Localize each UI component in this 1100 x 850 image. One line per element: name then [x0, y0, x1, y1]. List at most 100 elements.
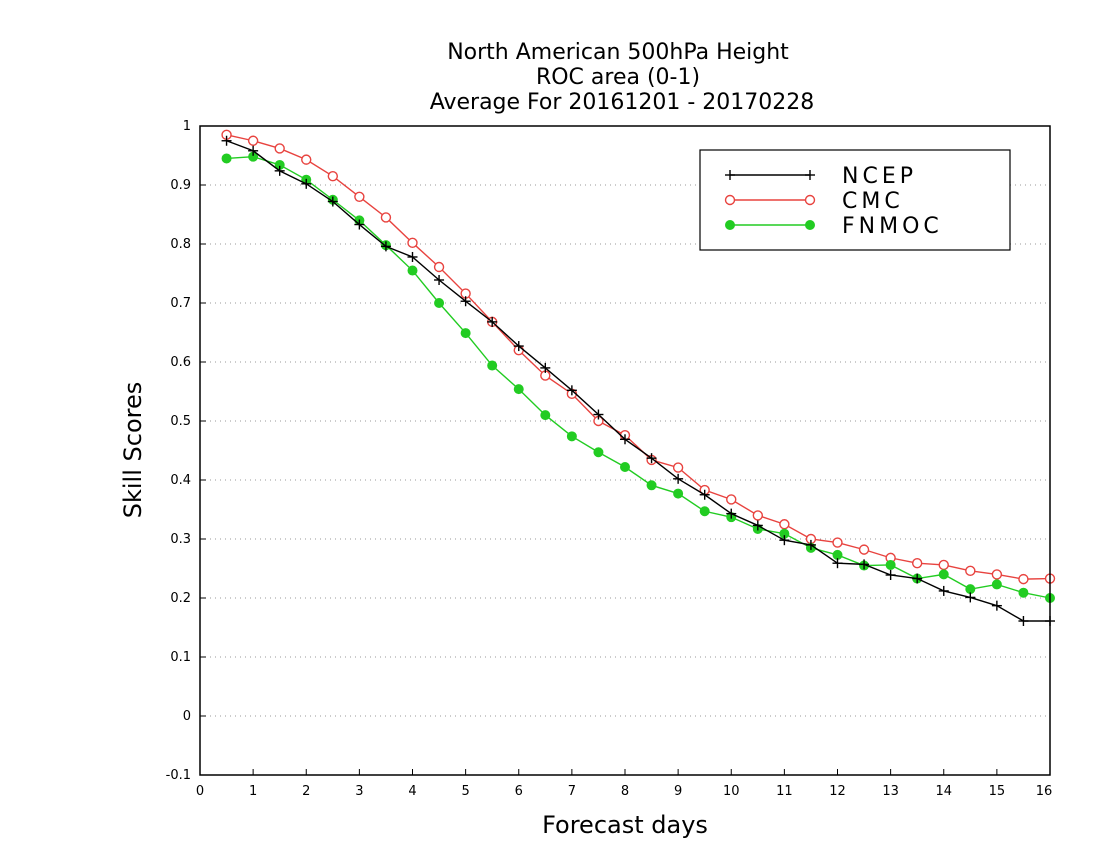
series-layer: [221, 129, 1056, 627]
data-point-cmc: [779, 519, 790, 530]
y-tick-label: 0.4: [170, 473, 191, 488]
y-axis-label: Skill Scores: [119, 382, 147, 519]
data-point-cmc: [433, 261, 445, 273]
data-point-fnmoc: [487, 360, 498, 371]
legend-marker-ncep: [805, 170, 815, 180]
data-point-fnmoc: [407, 265, 418, 276]
data-point-ncep: [407, 251, 418, 262]
data-point-fnmoc: [1018, 587, 1029, 598]
data-point-ncep: [593, 409, 604, 420]
data-point-ncep: [460, 296, 471, 307]
y-tick-label: 0.7: [170, 296, 191, 311]
x-tick-label: 4: [408, 784, 416, 799]
y-tick-label: 0.3: [170, 532, 191, 547]
data-point-ncep: [752, 520, 763, 531]
series-cmc: [221, 129, 1056, 585]
legend-marker-cmc: [724, 194, 736, 206]
data-point-ncep: [513, 341, 524, 352]
x-tick-label: 16: [1036, 784, 1053, 799]
data-point-fnmoc: [540, 410, 551, 421]
data-point-ncep: [620, 434, 630, 445]
data-point-ncep: [301, 178, 312, 189]
data-point-ncep: [540, 362, 551, 373]
data-point-ncep: [779, 535, 790, 546]
x-tick-label: 13: [882, 784, 899, 799]
data-point-ncep: [938, 585, 949, 596]
data-point-cmc: [832, 537, 843, 548]
legend-label-ncep: NCEP: [842, 164, 917, 189]
x-tick-label: 2: [302, 784, 310, 799]
x-tick-label: 11: [776, 784, 793, 799]
data-point-ncep: [221, 135, 232, 146]
legend-item-fnmoc: FNMOC: [725, 214, 943, 239]
y-tick-label: 0: [183, 709, 191, 724]
data-point-ncep: [487, 316, 498, 327]
data-point-cmc: [327, 170, 339, 182]
plot-area-frame: [199, 125, 1051, 776]
legend-label-fnmoc: FNMOC: [842, 214, 943, 239]
data-point-ncep: [805, 539, 816, 550]
chart-title-line-2: ROC area (0-1): [536, 65, 700, 90]
data-point-cmc: [274, 143, 285, 154]
y-tick-label: 0.6: [170, 355, 191, 370]
y-tick-label: 0.1: [170, 650, 191, 665]
data-point-fnmoc: [885, 559, 896, 570]
x-tick-label: 9: [674, 784, 682, 799]
data-point-fnmoc: [620, 462, 630, 473]
data-point-ncep: [699, 489, 710, 500]
data-point-cmc: [354, 191, 365, 203]
data-point-ncep: [885, 569, 896, 580]
data-point-fnmoc: [832, 549, 843, 560]
legend-marker-cmc: [804, 194, 816, 206]
legend-item-ncep: NCEP: [725, 164, 917, 189]
data-point-ncep: [991, 600, 1002, 611]
x-tick-label: 12: [829, 784, 846, 799]
x-tick-label: 6: [515, 784, 523, 799]
data-point-cmc: [1018, 573, 1029, 585]
x-tick-label: 8: [621, 784, 629, 799]
data-point-cmc: [991, 569, 1003, 580]
x-tick-label: 14: [935, 784, 952, 799]
data-point-ncep: [566, 385, 577, 396]
data-point-cmc: [911, 557, 923, 569]
y-tick-label: 0.9: [170, 178, 191, 193]
data-point-fnmoc: [566, 431, 577, 442]
data-point-ncep: [646, 453, 657, 464]
data-point-cmc: [301, 154, 312, 165]
data-point-ncep: [274, 165, 285, 176]
data-point-ncep: [248, 145, 259, 156]
data-point-fnmoc: [673, 488, 684, 499]
x-tick-label: 5: [461, 784, 469, 799]
data-point-fnmoc: [513, 384, 524, 395]
data-point-cmc: [247, 135, 259, 146]
data-point-cmc: [380, 212, 392, 223]
data-point-fnmoc: [434, 298, 445, 308]
legend-marker-fnmoc: [725, 220, 735, 230]
legend-label-cmc: CMC: [842, 189, 904, 214]
data-point-ncep: [434, 274, 445, 285]
data-point-fnmoc: [699, 506, 710, 517]
legend-item-cmc: CMC: [724, 189, 904, 214]
data-point-ncep: [1018, 616, 1029, 627]
data-point-cmc: [407, 237, 418, 249]
axis-ticks: -0.100.10.20.30.40.50.60.70.80.910 1 2 3 4 5 6…: [166, 119, 1053, 799]
chart-title-line-3: Average For 20161201 - 20170228: [430, 90, 815, 115]
x-tick-label: 1: [249, 784, 257, 799]
data-point-fnmoc: [460, 328, 471, 339]
x-tick-label: 7: [568, 784, 576, 799]
data-point-ncep: [354, 219, 365, 230]
legend-marker-ncep: [725, 170, 735, 180]
data-point-ncep: [726, 508, 737, 519]
data-point-fnmoc: [991, 579, 1002, 590]
data-point-cmc: [672, 462, 684, 473]
data-point-cmc: [752, 510, 764, 521]
data-point-fnmoc: [221, 153, 232, 164]
chart-title: North American 500hPa Height ROC area (0…: [430, 40, 815, 115]
data-point-cmc: [965, 565, 976, 577]
data-point-ncep: [380, 241, 391, 252]
data-point-ncep: [965, 592, 976, 603]
data-point-cmc: [858, 544, 870, 555]
x-tick-label: 0: [196, 784, 204, 799]
data-point-ncep: [327, 196, 338, 207]
